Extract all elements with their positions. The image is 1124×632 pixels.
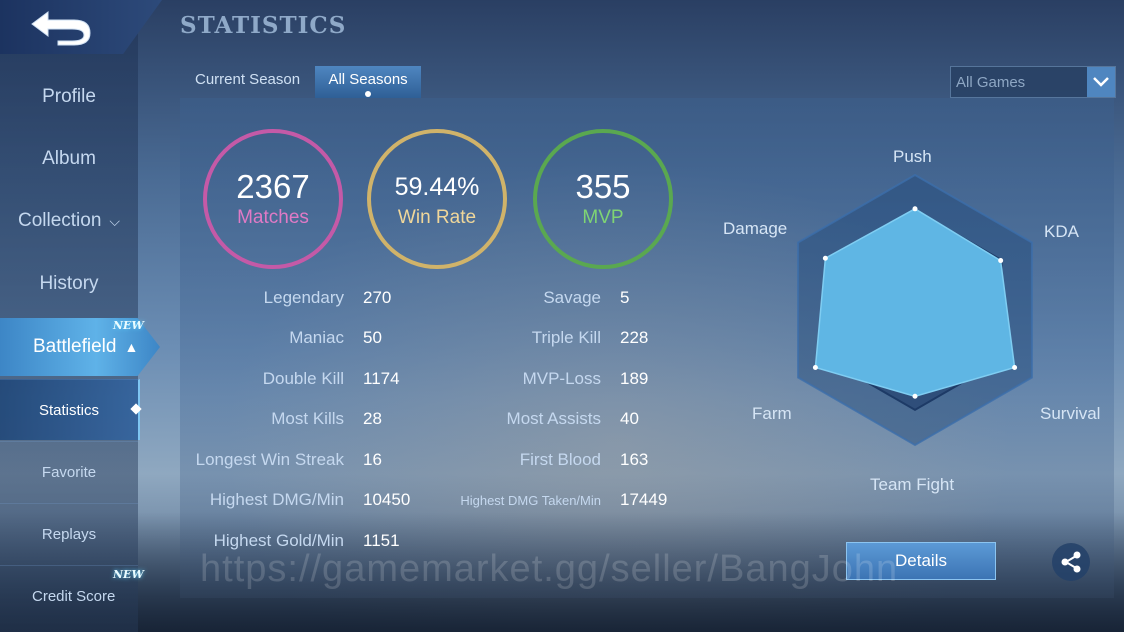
new-badge: NEW xyxy=(113,319,144,332)
matches-value: 2367 xyxy=(236,168,310,205)
game-mode-select[interactable]: All Games xyxy=(950,66,1116,98)
stat-value-most-assists: 40 xyxy=(620,409,639,428)
sidebar xyxy=(0,0,138,632)
stat-label-longest-win-streak: Longest Win Streak xyxy=(195,450,344,469)
stat-value-triple-kill: 228 xyxy=(620,328,649,347)
stat-value-highest-dmg-min: 10450 xyxy=(363,490,411,509)
radar-label-survival: Survival xyxy=(1040,404,1101,423)
sidebar-item-profile[interactable]: Profile xyxy=(0,72,138,122)
sidebar-subitem-label: Favorite xyxy=(41,463,97,481)
radar-point-damage xyxy=(822,255,828,261)
stat-label-highest-dmg-taken-min: Highest DMG Taken/Min xyxy=(460,493,601,508)
sidebar-item-label: Profile xyxy=(42,86,96,107)
stat-label-first-blood: First Blood xyxy=(519,450,601,469)
sidebar-item-label: Collection xyxy=(17,210,102,231)
win-rate-ring: 59.44% Win Rate xyxy=(367,129,507,269)
stat-value-highest-dmg-taken-min: 17449 xyxy=(620,490,668,509)
sidebar-subitem-label: Replays xyxy=(41,525,97,543)
stat-value-savage: 5 xyxy=(620,288,630,307)
radar-point-survival xyxy=(1012,365,1018,370)
radar-label-damage: Damage xyxy=(723,219,788,238)
radar-label-kda: KDA xyxy=(1044,222,1079,241)
watermark-text: https://gamemarket.gg/seller/BangJohn xyxy=(200,548,899,590)
chevron-down-icon xyxy=(1087,67,1115,97)
stat-label-highest-dmg-min: Highest DMG/Min xyxy=(209,490,344,509)
new-badge: NEW xyxy=(113,568,144,581)
matches-ring: 2367 Matches xyxy=(203,129,343,269)
stat-label-triple-kill: Triple Kill xyxy=(531,328,601,347)
win-rate-value: 59.44% xyxy=(394,173,480,201)
mvp-label: MVP xyxy=(582,207,624,228)
mvp-value: 355 xyxy=(575,168,631,205)
radar-point-kda xyxy=(998,258,1004,264)
stat-label-most-assists: Most Assists xyxy=(506,409,601,428)
stat-label-maniac: Maniac xyxy=(289,328,344,347)
radar-label-team-fight: Team Fight xyxy=(870,475,955,494)
sidebar-subitem-label: Credit Score xyxy=(32,587,116,605)
stat-value-mvp-loss: 189 xyxy=(620,369,649,388)
sidebar-item-history[interactable]: History xyxy=(0,259,138,309)
stat-label-savage: Savage xyxy=(543,288,601,307)
sidebar-subitem-favorite[interactable]: Favorite xyxy=(0,441,138,502)
stat-label-double-kill: Double Kill xyxy=(262,369,344,388)
stat-value-first-blood: 163 xyxy=(620,450,649,469)
sidebar-item-label: History xyxy=(39,273,99,294)
stat-label-legendary: Legendary xyxy=(263,288,344,307)
matches-label: Matches xyxy=(237,207,309,228)
active-indicator xyxy=(130,403,142,415)
win-rate-label: Win Rate xyxy=(397,207,477,228)
details-button[interactable]: Details xyxy=(846,542,996,580)
sidebar-item-battlefield[interactable]: Battlefield ▲ xyxy=(0,318,160,376)
back-arrow-icon xyxy=(31,11,91,46)
sidebar-item-label: Album xyxy=(42,148,96,169)
share-icon xyxy=(1061,551,1081,573)
stat-value-longest-win-streak: 16 xyxy=(363,450,382,469)
sidebar-subitem-label: Statistics xyxy=(38,401,99,419)
season-tabs: Current Season All Seasons xyxy=(180,66,422,98)
stat-label-most-kills: Most Kills xyxy=(271,409,344,428)
radar-point-team-fight xyxy=(912,393,918,399)
stat-value-double-kill: 1174 xyxy=(363,369,400,388)
sidebar-item-album[interactable]: Album xyxy=(0,134,138,184)
page-title: STATISTICS xyxy=(180,12,347,39)
chevron-down-icon: ⌵ xyxy=(109,212,121,229)
stat-value-legendary: 270 xyxy=(363,288,392,307)
sidebar-item-collection[interactable]: Collection ⌵ xyxy=(0,196,138,246)
chevron-up-icon: ▲ xyxy=(124,339,139,355)
sidebar-item-label: Battlefield xyxy=(33,336,117,357)
sidebar-subitem-statistics[interactable]: Statistics xyxy=(0,379,142,440)
radar-label-push: Push xyxy=(893,147,932,166)
stat-value-maniac: 50 xyxy=(363,328,382,347)
radar-point-push xyxy=(912,206,918,212)
mvp-ring: 355 MVP xyxy=(533,129,673,269)
game-mode-value: All Games xyxy=(956,73,1026,91)
stat-label-mvp-loss: MVP-Loss xyxy=(522,369,601,388)
stat-label-highest-gold-min: Highest Gold/Min xyxy=(213,531,344,550)
performance-radar-chart xyxy=(797,173,1033,447)
share-button[interactable] xyxy=(1052,543,1090,581)
stat-value-highest-gold-min: 1151 xyxy=(363,531,400,550)
tab-current-season[interactable]: Current Season xyxy=(195,71,301,88)
radar-point-farm xyxy=(812,365,818,370)
radar-label-farm: Farm xyxy=(752,404,792,423)
tab-all-seasons[interactable]: All Seasons xyxy=(315,66,422,98)
sidebar-subitem-credit-score[interactable]: Credit Score xyxy=(0,565,138,626)
sidebar-subitem-replays[interactable]: Replays xyxy=(0,503,138,564)
stat-value-most-kills: 28 xyxy=(363,409,382,428)
